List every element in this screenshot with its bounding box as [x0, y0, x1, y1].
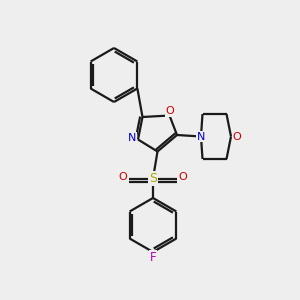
- Text: O: O: [178, 172, 188, 182]
- Text: O: O: [118, 172, 127, 182]
- Text: F: F: [150, 251, 156, 264]
- Text: N: N: [197, 131, 205, 142]
- Text: N: N: [128, 133, 136, 143]
- Text: O: O: [165, 106, 174, 116]
- Text: S: S: [149, 172, 157, 185]
- Text: O: O: [232, 131, 242, 142]
